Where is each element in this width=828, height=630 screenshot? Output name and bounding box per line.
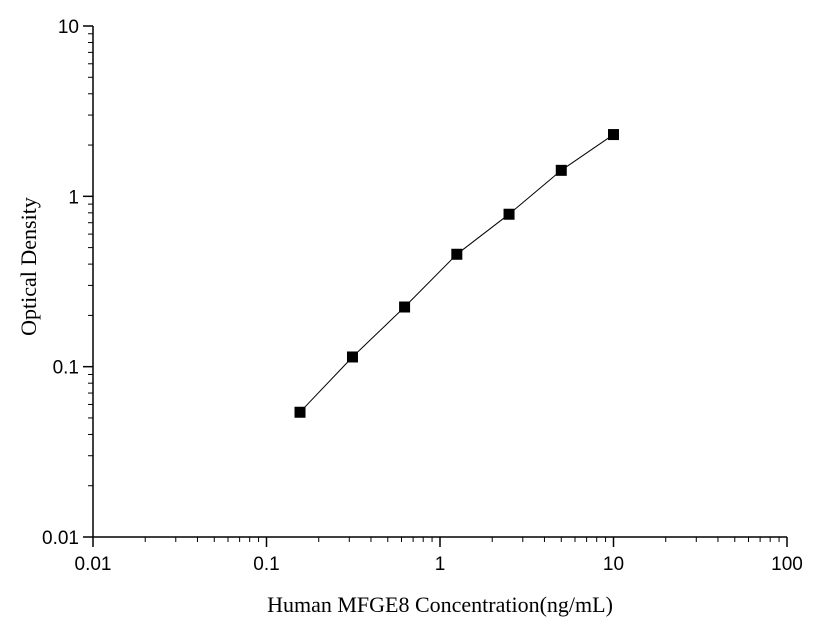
x-tick-label: 10: [603, 554, 624, 575]
y-axis-title: Optical Density: [16, 197, 41, 336]
series-line: [299, 134, 614, 413]
x-tick-label: 0.1: [253, 554, 279, 575]
data-point: [451, 248, 463, 260]
data-point: [399, 301, 411, 313]
x-tick-label: 0.01: [75, 554, 112, 575]
x-tick-label: 100: [771, 554, 803, 575]
data-point: [608, 129, 619, 141]
axes: 0.01 0.1 1 10 100 0.01 0.1 1 10: [42, 17, 803, 575]
plot-area: [294, 129, 619, 418]
x-axis-title: Human MFGE8 Concentration(ng/mL): [267, 592, 613, 617]
data-point: [503, 208, 515, 220]
y-tick-label: 10: [58, 17, 79, 38]
y-tick-label: 0.01: [42, 528, 79, 549]
data-point: [346, 351, 358, 363]
x-tick-label: 1: [435, 554, 446, 575]
y-tick-label: 1: [68, 187, 79, 208]
data-point: [555, 164, 567, 176]
data-point: [294, 406, 306, 418]
y-tick-label: 0.1: [53, 358, 79, 379]
